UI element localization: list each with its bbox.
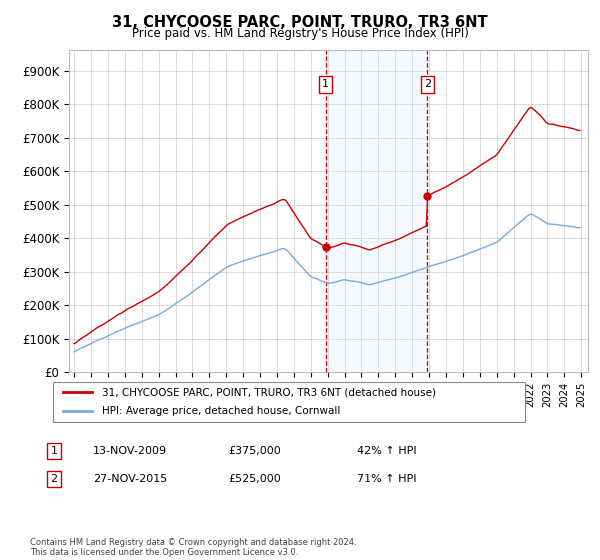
FancyBboxPatch shape <box>53 382 525 422</box>
Bar <box>326 50 427 372</box>
Text: £525,000: £525,000 <box>228 474 281 484</box>
Text: 13-NOV-2009: 13-NOV-2009 <box>93 446 167 456</box>
Text: Price paid vs. HM Land Registry's House Price Index (HPI): Price paid vs. HM Land Registry's House … <box>131 27 469 40</box>
Text: £375,000: £375,000 <box>228 446 281 456</box>
Text: 1: 1 <box>50 446 58 456</box>
Text: 1: 1 <box>322 79 329 89</box>
Text: 42% ↑ HPI: 42% ↑ HPI <box>357 446 416 456</box>
Text: 31, CHYCOOSE PARC, POINT, TRURO, TR3 6NT (detached house): 31, CHYCOOSE PARC, POINT, TRURO, TR3 6NT… <box>102 387 436 397</box>
Text: Contains HM Land Registry data © Crown copyright and database right 2024.
This d: Contains HM Land Registry data © Crown c… <box>30 538 356 557</box>
Text: 2: 2 <box>50 474 58 484</box>
Text: HPI: Average price, detached house, Cornwall: HPI: Average price, detached house, Corn… <box>102 407 340 417</box>
Text: 71% ↑ HPI: 71% ↑ HPI <box>357 474 416 484</box>
Text: 27-NOV-2015: 27-NOV-2015 <box>93 474 167 484</box>
Text: 31, CHYCOOSE PARC, POINT, TRURO, TR3 6NT: 31, CHYCOOSE PARC, POINT, TRURO, TR3 6NT <box>112 15 488 30</box>
Text: 2: 2 <box>424 79 431 89</box>
